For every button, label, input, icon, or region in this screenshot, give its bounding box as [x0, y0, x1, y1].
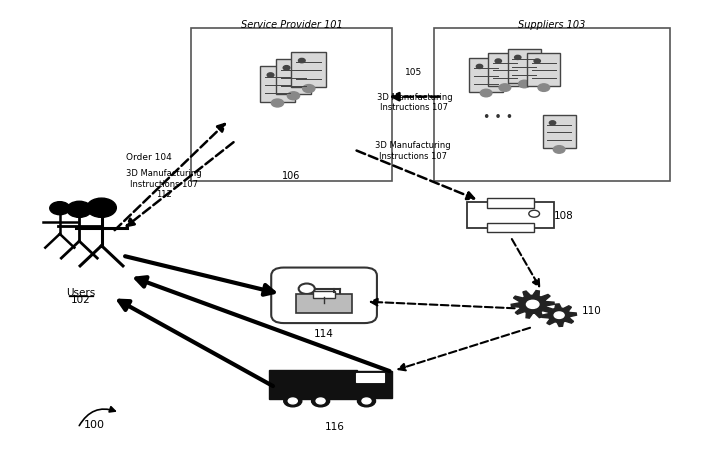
Text: 3D Manufacturing
Instructions 107
112: 3D Manufacturing Instructions 107 112: [126, 170, 202, 199]
FancyBboxPatch shape: [260, 66, 295, 101]
Circle shape: [553, 146, 565, 153]
Circle shape: [499, 84, 511, 91]
FancyBboxPatch shape: [470, 58, 503, 92]
Circle shape: [303, 85, 315, 92]
FancyBboxPatch shape: [467, 202, 554, 228]
Circle shape: [288, 398, 297, 404]
Circle shape: [316, 398, 325, 404]
Text: 3D Manufacturing
Instructions 107: 3D Manufacturing Instructions 107: [376, 93, 452, 112]
Text: Suppliers 103: Suppliers 103: [519, 20, 586, 30]
FancyBboxPatch shape: [527, 53, 561, 86]
Text: 105: 105: [404, 68, 422, 77]
Circle shape: [538, 84, 550, 91]
Text: 116: 116: [325, 422, 345, 432]
FancyBboxPatch shape: [191, 27, 393, 181]
FancyBboxPatch shape: [269, 370, 357, 399]
Circle shape: [515, 55, 521, 59]
FancyBboxPatch shape: [486, 223, 534, 232]
Circle shape: [534, 59, 540, 63]
Circle shape: [267, 73, 274, 77]
FancyBboxPatch shape: [489, 53, 522, 86]
Text: 110: 110: [581, 306, 601, 316]
Text: 108: 108: [554, 211, 573, 221]
Circle shape: [358, 395, 376, 407]
FancyBboxPatch shape: [276, 59, 311, 95]
FancyBboxPatch shape: [543, 115, 576, 148]
Text: Users: Users: [66, 288, 95, 298]
Circle shape: [50, 202, 70, 215]
Circle shape: [519, 80, 530, 88]
Circle shape: [550, 121, 556, 125]
Circle shape: [87, 198, 116, 218]
FancyBboxPatch shape: [297, 294, 352, 313]
Circle shape: [495, 59, 501, 63]
Text: Service Provider 101: Service Provider 101: [240, 20, 342, 30]
Circle shape: [283, 66, 290, 70]
FancyBboxPatch shape: [508, 49, 541, 83]
Text: 102: 102: [71, 295, 90, 305]
Circle shape: [554, 312, 564, 319]
FancyBboxPatch shape: [313, 291, 335, 298]
Polygon shape: [542, 304, 576, 326]
Circle shape: [311, 395, 329, 407]
Text: Order 104: Order 104: [126, 153, 172, 162]
Text: 114: 114: [314, 329, 334, 339]
Circle shape: [362, 398, 371, 404]
FancyBboxPatch shape: [351, 371, 392, 398]
FancyBboxPatch shape: [434, 27, 670, 181]
Text: 3D Manufacturing
Instructions 107: 3D Manufacturing Instructions 107: [375, 141, 451, 161]
Polygon shape: [511, 291, 554, 318]
Circle shape: [477, 64, 483, 69]
Circle shape: [526, 300, 539, 308]
Text: • • •: • • •: [483, 112, 513, 124]
Circle shape: [299, 58, 305, 63]
FancyBboxPatch shape: [271, 267, 377, 323]
Text: 106: 106: [283, 171, 301, 181]
Circle shape: [287, 92, 299, 100]
Circle shape: [480, 89, 492, 97]
Text: 100: 100: [84, 420, 105, 430]
Circle shape: [284, 395, 302, 407]
Circle shape: [271, 99, 284, 107]
FancyBboxPatch shape: [486, 198, 534, 208]
FancyBboxPatch shape: [292, 52, 326, 87]
FancyBboxPatch shape: [356, 373, 384, 383]
Circle shape: [67, 201, 92, 218]
